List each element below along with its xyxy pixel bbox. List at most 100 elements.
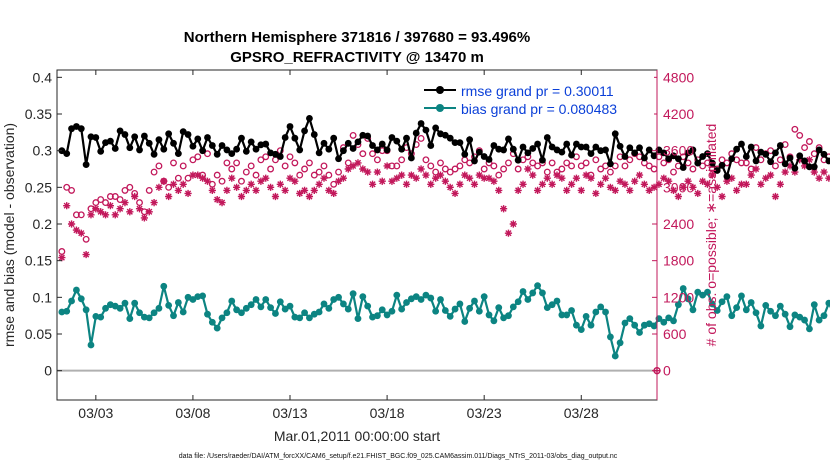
- assimilated-obs-point: [398, 171, 406, 179]
- rmse-point: [126, 144, 134, 152]
- assimilated-obs-point: [257, 177, 265, 185]
- x-tick-label: 03/23: [467, 405, 502, 421]
- bias-point: [548, 301, 556, 309]
- assimilated-obs-point: [495, 186, 503, 194]
- bias-point: [806, 325, 813, 333]
- rmse-point: [514, 156, 522, 164]
- possible-obs-point: [102, 199, 109, 207]
- possible-obs-point: [291, 159, 299, 167]
- bias-point: [441, 307, 449, 314]
- assimilated-obs-point: [174, 186, 182, 194]
- possible-obs-point: [252, 171, 260, 179]
- bias-point: [68, 297, 75, 305]
- bias-point: [660, 318, 668, 326]
- bias-point: [820, 312, 828, 320]
- assimilated-obs-point: [635, 171, 644, 179]
- possible-obs-point: [106, 193, 114, 200]
- assimilated-obs-point: [805, 156, 814, 164]
- rmse-point: [674, 155, 682, 163]
- assimilated-obs-point: [796, 156, 804, 164]
- possible-obs-point: [568, 162, 576, 170]
- rmse-point: [650, 152, 658, 160]
- y-tick-label: 0.05: [25, 326, 52, 342]
- rmse-point: [558, 148, 566, 156]
- assimilated-obs-point: [203, 177, 212, 185]
- assimilated-obs-point: [383, 162, 391, 170]
- y-tick-label: 0.1: [33, 289, 53, 305]
- possible-obs-point: [451, 165, 459, 173]
- possible-obs-point: [446, 168, 454, 176]
- assimilated-obs-point: [766, 171, 775, 179]
- possible-obs-point: [111, 193, 119, 200]
- y-right-tick-label: 2400: [663, 216, 694, 232]
- assimilated-obs-point: [237, 192, 246, 201]
- possible-obs-point: [77, 211, 85, 219]
- bias-point: [825, 299, 830, 307]
- bias-point: [427, 294, 435, 302]
- assimilated-obs-point: [101, 211, 110, 219]
- rmse-point: [432, 124, 440, 132]
- rmse-point: [218, 142, 226, 149]
- possible-obs-point: [480, 165, 488, 173]
- possible-obs-point: [689, 165, 697, 173]
- bias-point: [602, 308, 609, 316]
- rmse-point: [742, 153, 750, 160]
- bias-point: [568, 307, 575, 314]
- bias-point: [208, 318, 216, 326]
- rmse-point: [810, 163, 818, 171]
- bias-point: [553, 297, 561, 305]
- assimilated-obs-point: [72, 226, 81, 234]
- legend: rmse grand pr = 0.30011 bias grand pr = …: [418, 76, 654, 120]
- bias-point: [388, 307, 396, 315]
- rmse-point: [335, 155, 342, 163]
- assimilated-obs-point: [470, 180, 479, 188]
- rmse-point: [140, 132, 148, 140]
- y-tick-label: 0.2: [33, 216, 53, 232]
- assimilated-obs-point: [626, 186, 634, 194]
- bias-point: [170, 312, 177, 320]
- rmse-point: [330, 134, 338, 142]
- bias-point: [160, 282, 168, 290]
- assimilated-obs-point: [388, 177, 396, 185]
- y-axis-left: 0 0.05 0.1 0.15 0.2 0.25 0.3 0.35 0.4: [25, 69, 62, 379]
- series-assimilated-group: [58, 156, 830, 262]
- assimilated-obs-point: [262, 174, 270, 182]
- rmse-point: [747, 143, 755, 151]
- possible-obs-point: [597, 165, 605, 173]
- bias-point: [126, 315, 134, 322]
- rmse-point: [543, 134, 551, 141]
- rmse-point: [165, 130, 173, 138]
- assimilated-obs-point: [441, 177, 449, 185]
- assimilated-obs-point: [446, 183, 454, 191]
- possible-obs-point: [310, 171, 318, 179]
- possible-obs-point: [582, 159, 590, 167]
- assimilated-obs-point: [645, 186, 653, 194]
- rmse-point: [63, 150, 71, 158]
- assimilated-obs-point: [684, 177, 692, 185]
- rmse-point: [412, 129, 420, 137]
- possible-obs-point: [325, 171, 333, 179]
- rmse-point: [718, 161, 726, 169]
- assimilated-obs-point: [587, 174, 595, 182]
- rmse-point: [155, 136, 163, 144]
- bias-point: [252, 296, 260, 303]
- possible-obs-point: [796, 131, 804, 139]
- possible-obs-point: [505, 159, 512, 167]
- bias-point: [733, 304, 741, 311]
- rmse-point: [708, 159, 716, 167]
- rmse-point: [97, 148, 105, 155]
- bias-point: [689, 306, 697, 314]
- bias-point: [684, 295, 692, 303]
- assimilated-obs-point: [631, 177, 639, 185]
- assimilated-obs-point: [563, 186, 571, 194]
- y-axis-right-label: # of obs: o=possible; ∗=assimilated: [703, 124, 719, 347]
- rmse-point: [728, 155, 736, 163]
- assimilated-obs-point: [485, 174, 493, 182]
- rmse-point: [582, 143, 590, 151]
- assimilated-obs-point: [543, 174, 551, 182]
- bias-point: [539, 289, 546, 297]
- bias-point: [767, 307, 774, 315]
- possible-obs-point: [228, 165, 236, 173]
- bias-point: [204, 310, 211, 318]
- series-line-group: [58, 282, 830, 360]
